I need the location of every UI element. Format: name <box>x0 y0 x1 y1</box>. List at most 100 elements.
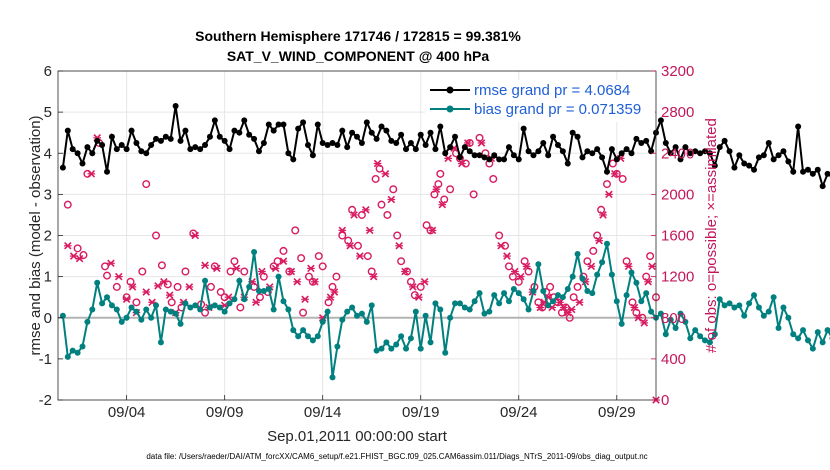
bias-point <box>84 318 91 325</box>
rmse-point <box>74 150 81 157</box>
rmse-point <box>59 164 66 171</box>
rmse-point <box>672 144 679 151</box>
rmse-point <box>775 152 782 159</box>
bias-point <box>407 335 414 342</box>
bias-point <box>432 300 439 307</box>
bias-point <box>574 251 581 258</box>
y-tick-label-right: 800 <box>661 310 686 327</box>
bias-point <box>157 339 164 346</box>
rmse-point <box>726 148 733 155</box>
rmse-point <box>123 146 130 153</box>
rmse-point <box>255 148 262 155</box>
obs-possible-marker <box>436 169 445 178</box>
x-axis-label: Sep.01,2011 00:00:00 start <box>267 428 448 445</box>
rmse-point <box>246 131 253 138</box>
rmse-point <box>466 148 473 155</box>
obs-assimilated-marker <box>75 254 84 263</box>
obs-assimilated-marker <box>185 283 194 291</box>
obs-assimilated-marker <box>477 139 486 147</box>
y-tick-label-right: 1600 <box>661 228 694 245</box>
rmse-point <box>510 152 517 159</box>
obs-possible-marker <box>377 200 386 209</box>
obs-assimilated-marker <box>648 262 656 271</box>
rmse-point <box>662 139 669 146</box>
bias-point <box>94 279 101 286</box>
rmse-point <box>314 121 321 128</box>
bias-series <box>59 240 830 381</box>
bias-point <box>339 316 346 323</box>
bias-point <box>236 277 243 284</box>
rmse-point <box>447 144 454 151</box>
rmse-point <box>89 150 96 157</box>
obs-possible-marker <box>504 262 513 271</box>
chart-title-line1: Southern Hemisphere 171746 / 172815 = 99… <box>195 28 521 44</box>
rmse-point <box>804 166 811 173</box>
obs-possible-marker <box>371 174 380 183</box>
bias-point <box>206 304 213 311</box>
rmse-point <box>260 139 267 146</box>
y-tick-label-right: 0 <box>661 392 669 409</box>
bias-point <box>290 327 297 334</box>
bias-point <box>667 316 674 323</box>
rmse-point <box>373 135 380 142</box>
bias-point <box>133 308 140 315</box>
rmse-point <box>692 148 699 155</box>
bias-point <box>226 300 233 307</box>
x-tick-label: 09/19 <box>402 404 440 421</box>
rmse-point <box>736 152 743 159</box>
bias-point <box>496 300 503 307</box>
bias-point <box>104 294 111 301</box>
obs-possible-marker <box>397 257 406 266</box>
legend-rmse-marker <box>446 86 454 94</box>
rmse-point <box>398 131 405 138</box>
obs-possible-marker <box>602 180 611 189</box>
y-tick-label-right: 1200 <box>661 269 694 286</box>
bias-point <box>594 271 601 278</box>
rmse-point <box>206 133 213 140</box>
bias-point <box>795 335 802 342</box>
bias-point <box>246 283 253 290</box>
rmse-point <box>64 127 71 134</box>
obs-possible-marker <box>73 244 82 253</box>
rmse-point <box>324 142 331 149</box>
bias-point <box>800 327 807 334</box>
obs-possible-marker <box>122 293 131 302</box>
obs-possible-marker <box>573 282 582 291</box>
rmse-point <box>226 146 233 153</box>
bias-point <box>809 345 816 352</box>
rmse-point <box>731 164 738 171</box>
rmse-point <box>422 142 429 149</box>
rmse-point <box>216 133 223 140</box>
rmse-point <box>550 133 557 140</box>
obs-assimilated-marker <box>142 288 151 296</box>
obs-possible-marker <box>353 241 362 250</box>
obs-possible-marker <box>410 291 419 300</box>
obs-assimilated-marker <box>224 293 233 301</box>
rmse-point <box>177 137 184 144</box>
bias-point <box>265 285 272 292</box>
bias-point <box>363 318 370 325</box>
obs-possible-marker <box>152 231 161 240</box>
bias-point <box>545 302 552 309</box>
rmse-point <box>393 139 400 146</box>
rmse-point <box>525 148 532 155</box>
rmse-point <box>270 127 277 134</box>
bias-point <box>677 310 684 317</box>
bias-point <box>442 349 449 356</box>
rmse-point <box>755 154 762 161</box>
obs-assimilated-marker <box>432 185 441 194</box>
obs-possible-marker <box>618 174 627 183</box>
bias-point <box>344 308 351 315</box>
rmse-point <box>711 162 718 169</box>
y-tick-label-right: 400 <box>661 351 686 368</box>
obs-possible-marker <box>446 185 455 194</box>
rmse-point <box>770 156 777 163</box>
obs-possible-marker <box>495 231 504 240</box>
bias-point <box>398 333 405 340</box>
obs-assimilated-marker <box>365 226 374 235</box>
obs-possible-marker <box>79 251 88 260</box>
rmse-point <box>334 142 341 149</box>
obs-assimilated-marker <box>191 231 200 240</box>
obs-possible-marker <box>167 298 176 307</box>
